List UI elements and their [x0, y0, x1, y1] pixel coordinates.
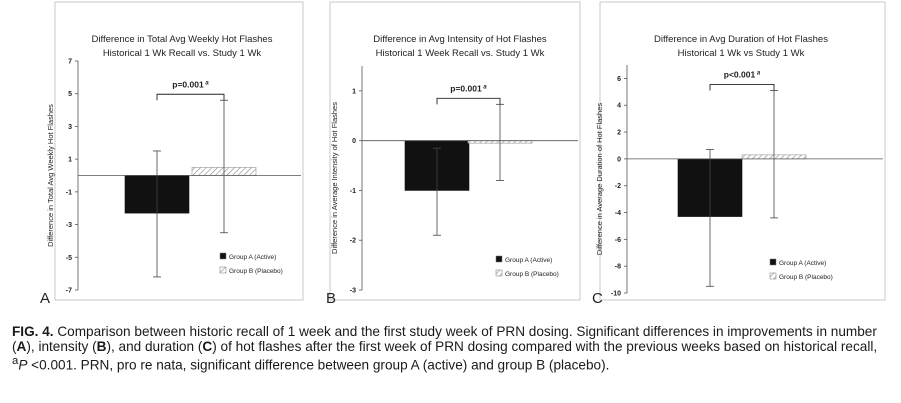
- panel-b-title-line: Historical 1 Week Recall vs. Study 1 Wk: [376, 48, 545, 59]
- panel-b-significance-bracket: [436, 97, 501, 105]
- panel-a-legend-label: Group A (Active): [229, 254, 276, 261]
- panel-a-frame: [54, 1, 304, 301]
- panel-c-significance-label: p<0.001 a: [724, 69, 761, 79]
- panel-a-title-line: Historical 1 Wk Recall vs. Study 1 Wk: [103, 48, 262, 59]
- panel-b-legend-swatch: [495, 269, 503, 277]
- panel-a-y-tick-label: -5: [66, 255, 72, 262]
- panel-b-frame: [329, 1, 581, 301]
- panel-c-legend-swatch: [769, 258, 777, 266]
- panel-a-legend-swatch: [219, 266, 227, 274]
- figure-panels: Difference in Total Avg Weekly Hot Flash…: [40, 1, 886, 307]
- panel-a-y-tick-label: -7: [66, 288, 72, 295]
- panel-c-y-tick-label: -8: [615, 264, 621, 271]
- panel-b-legend-label: Group A (Active): [505, 257, 552, 264]
- caption-label: FIG. 4.: [12, 324, 54, 339]
- panel-c-legend-label: Group A (Active): [779, 260, 826, 267]
- caption-text-3: ), and duration (: [106, 339, 203, 354]
- panel-b-y-tick-label: 1: [352, 88, 356, 95]
- panel-c-significance-superscript: a: [755, 70, 761, 76]
- panel-a-y-tick-label: 7: [68, 59, 72, 66]
- panel-a-significance-label: p=0.001 a: [172, 79, 209, 89]
- panel-a-ylabel: Difference in Total Avg Weekly Hot Flash…: [46, 104, 55, 247]
- panel-b-y-tick-label: -2: [350, 238, 356, 245]
- panel-c-y-tick-label: 6: [617, 76, 621, 83]
- panel-c-title-line: Historical 1 Wk vs Study 1 Wk: [678, 48, 805, 59]
- panel-b-legend-label: Group B (Placebo): [505, 271, 559, 278]
- panel-b-significance-superscript: a: [482, 84, 488, 90]
- caption-text-4: ) of hot flashes after the first week of…: [212, 339, 878, 354]
- panel-b-legend-swatch: [495, 255, 503, 263]
- caption-text-2: ), intensity (: [26, 339, 97, 354]
- panel-c-y-tick-label: 2: [617, 130, 621, 137]
- panel-a-panel-label: A: [40, 290, 50, 307]
- panel-c-ylabel: Difference in Average Duration of Hot Fl…: [595, 103, 604, 256]
- panel-c-y-tick-label: 0: [617, 156, 621, 163]
- panel-c-frame: [599, 1, 886, 301]
- panel-b-significance-label: p=0.001 a: [450, 83, 487, 93]
- panel-a-y-tick-label: 5: [68, 91, 72, 98]
- panel-c-y-tick-label: -10: [611, 291, 621, 298]
- caption-superscript: a: [12, 355, 19, 367]
- panel-a-y-tick-label: 1: [68, 157, 72, 164]
- panel-c-significance-bracket: [709, 84, 775, 91]
- panel-a-y-tick-label: -3: [66, 222, 72, 229]
- caption-p-symbol: P: [18, 357, 28, 373]
- panel-c-legend-swatch: [769, 272, 777, 280]
- panel-c-y-tick-label: -4: [615, 210, 621, 217]
- panel-c-legend-label: Group B (Placebo): [779, 274, 833, 281]
- panel-a-title-line: Difference in Total Avg Weekly Hot Flash…: [92, 34, 273, 45]
- panel-a-legend-swatch: [219, 252, 227, 260]
- panel-b-title-line: Difference in Avg Intensity of Hot Flash…: [373, 34, 547, 45]
- caption-text-5: <0.001. PRN, pro re nata, significant di…: [27, 357, 610, 373]
- caption-letter-c: C: [202, 339, 213, 354]
- panel-a-y-tick-label: -1: [66, 189, 72, 196]
- panel-a-significance-bracket: [156, 93, 225, 101]
- caption-letter-b: B: [96, 339, 107, 354]
- panel-c-title-line: Difference in Avg Duration of Hot Flashe…: [654, 34, 828, 45]
- panel-b-y-tick-label: -3: [350, 288, 356, 295]
- panel-c-y-tick-label: 4: [617, 103, 621, 110]
- caption-letter-a: A: [16, 339, 27, 354]
- panel-b-y-tick-label: -1: [350, 188, 356, 195]
- caption-text-1: Comparison between historic recall of 1 …: [12, 324, 877, 354]
- panel-c-panel-label: C: [592, 290, 603, 307]
- panel-b-panel-label: B: [326, 290, 336, 307]
- figure-caption: FIG. 4. Comparison between historic reca…: [12, 324, 892, 373]
- panel-c-y-tick-label: -6: [615, 237, 621, 244]
- panel-b-ylabel: Difference in Average Intensity of Hot F…: [330, 102, 339, 254]
- panel-a-legend-label: Group B (Placebo): [229, 268, 283, 275]
- panel-b-y-tick-label: 0: [352, 138, 356, 145]
- panel-a-y-tick-label: 3: [68, 124, 72, 131]
- panel-c-y-tick-label: -2: [615, 183, 621, 190]
- panel-a-significance-superscript: a: [204, 80, 210, 86]
